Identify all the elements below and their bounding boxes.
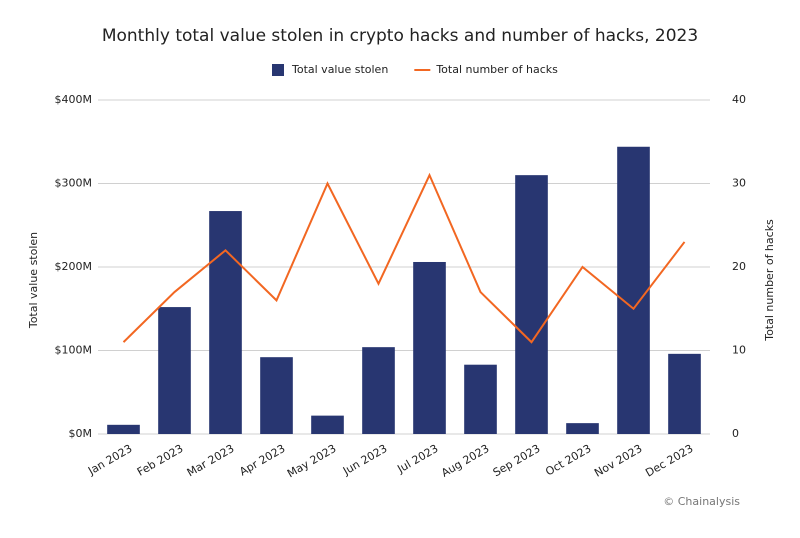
bar bbox=[464, 364, 497, 434]
source-note: © Chainalysis bbox=[663, 495, 740, 508]
x-tick-label: Sep 2023 bbox=[491, 442, 543, 479]
y2-tick-label: 0 bbox=[732, 427, 739, 440]
x-tick-label: Apr 2023 bbox=[237, 442, 287, 479]
bar bbox=[413, 261, 446, 434]
y-tick-label: $300M bbox=[55, 177, 93, 190]
x-tick-label: Jun 2023 bbox=[340, 442, 390, 478]
y2-tick-label: 30 bbox=[732, 177, 746, 190]
bar bbox=[260, 357, 293, 434]
bar bbox=[668, 353, 701, 434]
bar bbox=[617, 146, 650, 434]
x-tick-label: Mar 2023 bbox=[185, 442, 237, 479]
y2-tick-label: 40 bbox=[732, 93, 746, 106]
x-tick-label: May 2023 bbox=[285, 442, 338, 480]
y-tick-label: $100M bbox=[55, 344, 93, 357]
x-tick-label: Jan 2023 bbox=[85, 442, 134, 478]
y2-axis-label: Total number of hacks bbox=[763, 219, 776, 342]
y-tick-label: $200M bbox=[55, 260, 93, 273]
bar bbox=[209, 211, 242, 434]
y2-tick-label: 10 bbox=[732, 344, 746, 357]
y-tick-label: $0M bbox=[69, 427, 93, 440]
chart-title: Monthly total value stolen in crypto hac… bbox=[102, 26, 698, 46]
x-tick-label: Jul 2023 bbox=[394, 442, 440, 476]
legend-label: Total number of hacks bbox=[435, 63, 558, 76]
y-axis-label: Total value stolen bbox=[27, 232, 40, 329]
bar bbox=[566, 423, 599, 434]
y-tick-label: $400M bbox=[55, 93, 93, 106]
legend-label: Total value stolen bbox=[291, 63, 388, 76]
bar bbox=[311, 415, 344, 434]
x-tick-label: Oct 2023 bbox=[543, 442, 593, 479]
x-tick-label: Dec 2023 bbox=[643, 442, 695, 480]
legend-swatch bbox=[272, 64, 284, 76]
bar bbox=[158, 307, 191, 434]
x-tick-label: Feb 2023 bbox=[135, 442, 186, 479]
x-tick-label: Nov 2023 bbox=[592, 442, 644, 480]
bar bbox=[362, 347, 395, 434]
x-tick-label: Aug 2023 bbox=[439, 442, 491, 480]
bar bbox=[107, 424, 140, 434]
line-series bbox=[122, 172, 686, 344]
y2-tick-label: 20 bbox=[732, 260, 746, 273]
bar bbox=[515, 175, 548, 434]
